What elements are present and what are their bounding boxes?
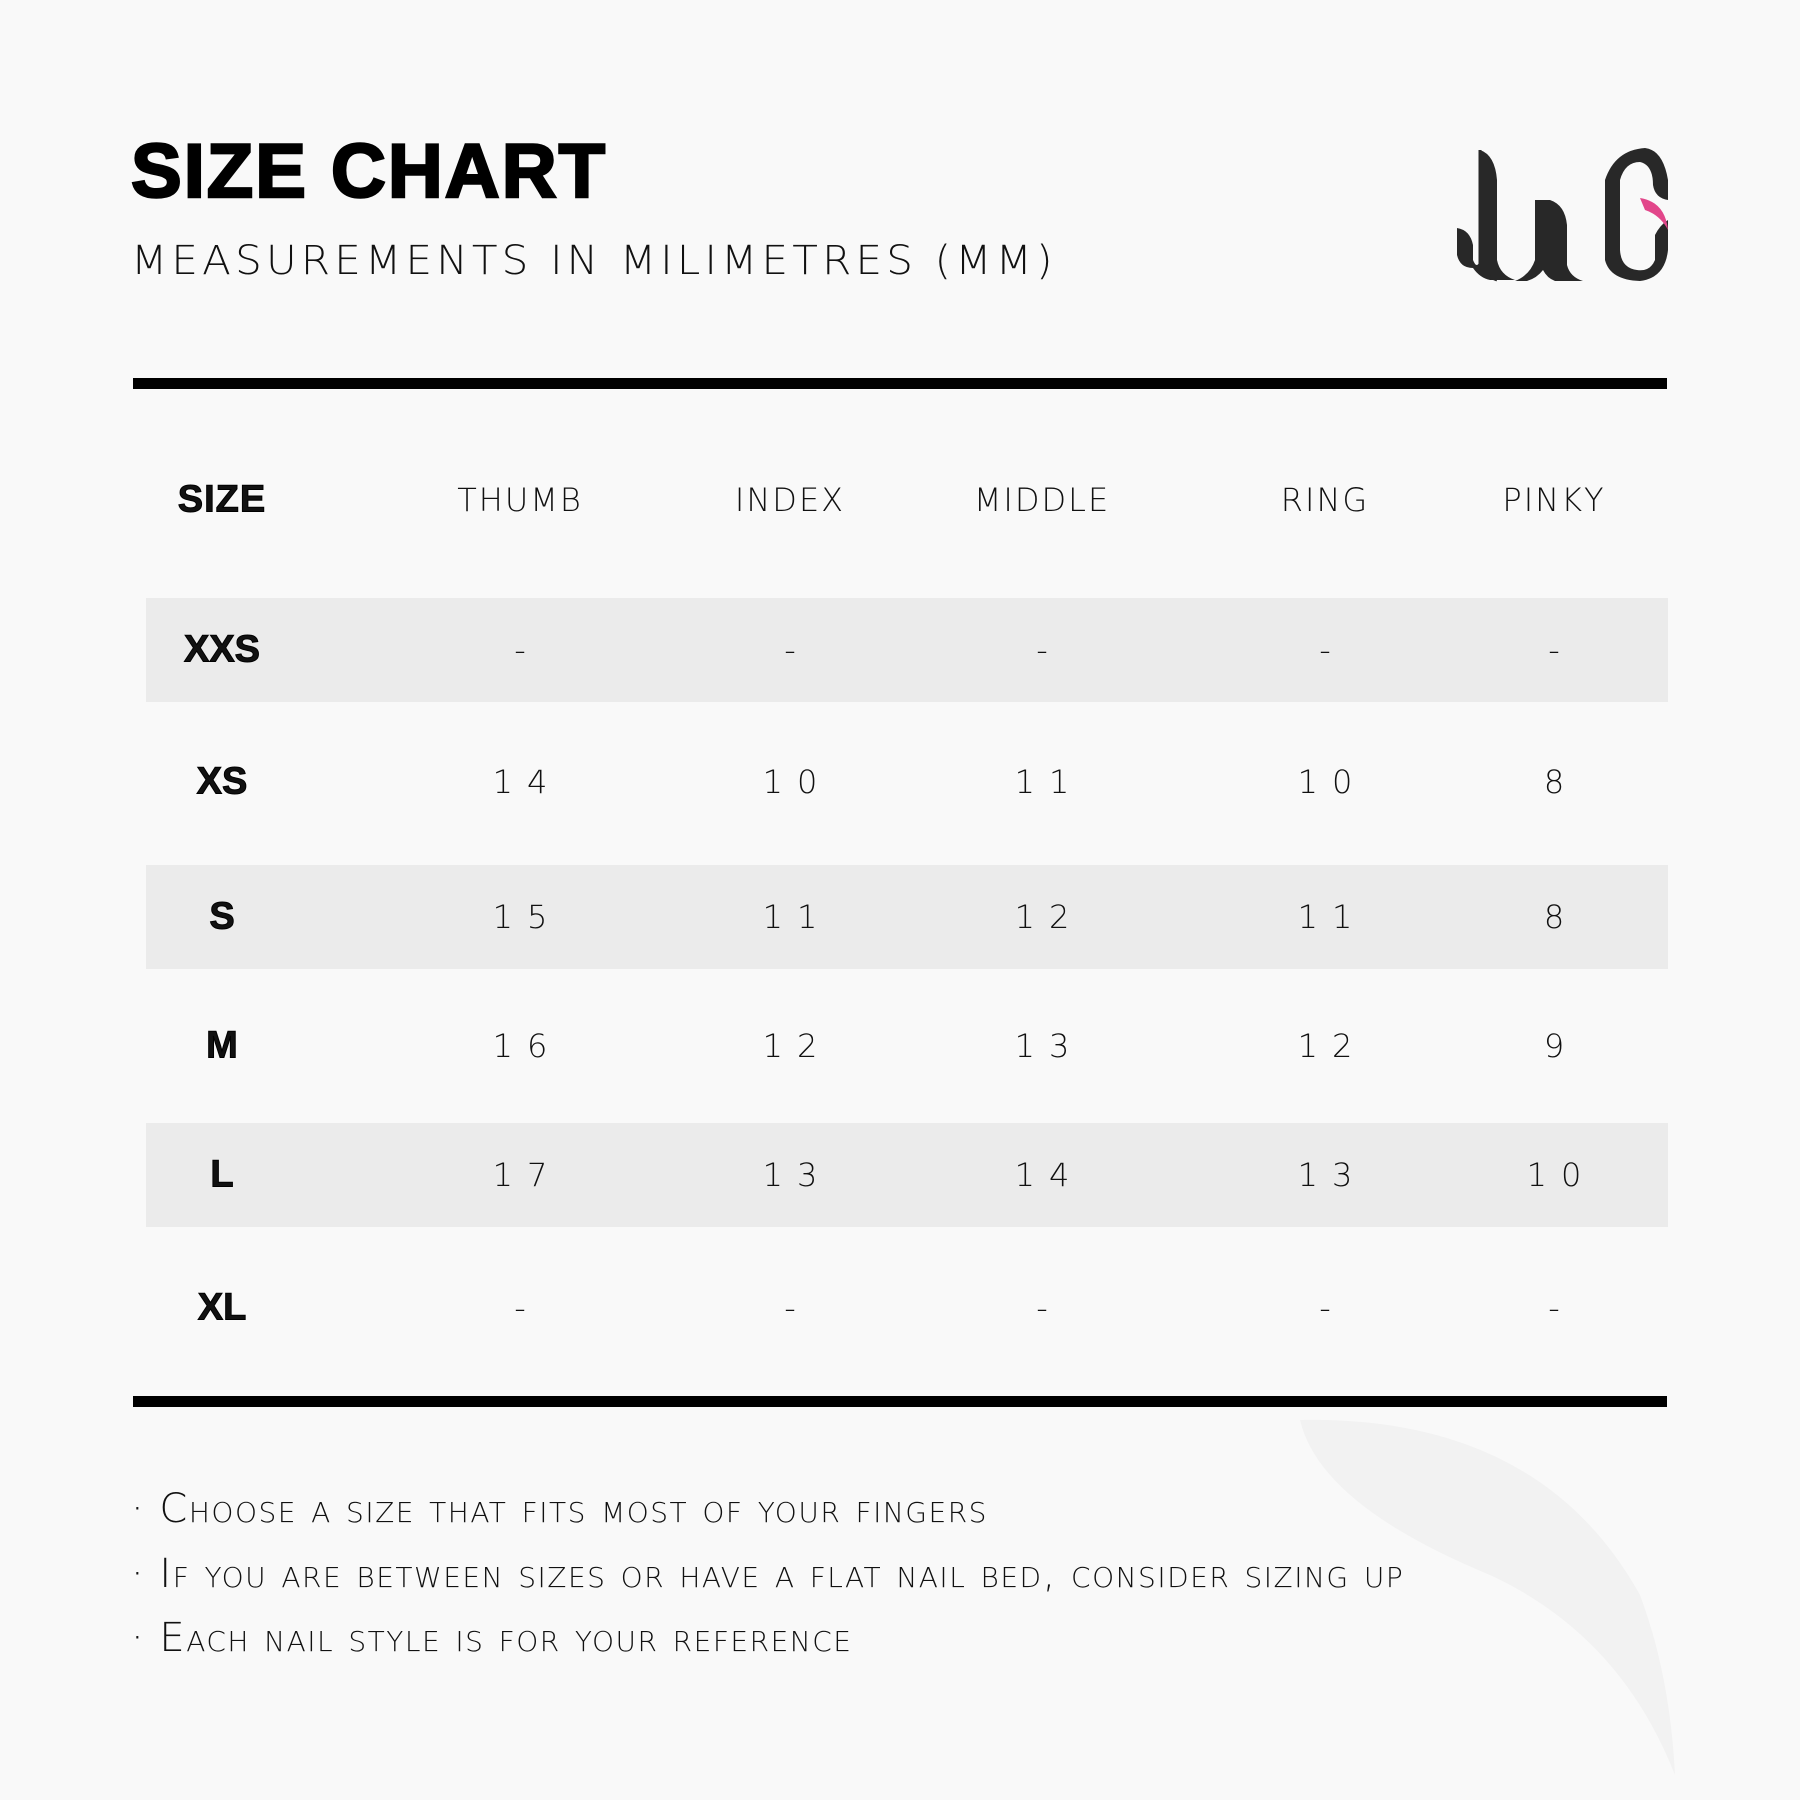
row-band-l <box>146 1123 1668 1227</box>
bottom-rule <box>133 1396 1667 1407</box>
column-header-pinky: PINKY <box>1502 481 1606 519</box>
size-label: XS <box>196 760 248 803</box>
note-3: · Each nail style is for your reference <box>131 1615 853 1661</box>
note-1: · Choose a size that fits most of your f… <box>131 1486 988 1532</box>
cell-index: 11 <box>762 898 832 936</box>
cell-middle: 14 <box>1014 1156 1084 1194</box>
top-rule <box>133 378 1667 389</box>
column-header-middle: MIDDLE <box>973 481 1111 519</box>
cell-pinky: 8 <box>1543 763 1579 801</box>
cell-middle: - <box>1036 631 1062 669</box>
cell-middle: 12 <box>1014 898 1084 936</box>
column-header-size: SIZE <box>177 478 267 521</box>
size-label: XXS <box>183 628 261 671</box>
cell-thumb: - <box>514 631 540 669</box>
row-band-s <box>146 865 1668 969</box>
cell-ring: 12 <box>1297 1027 1367 1065</box>
cell-index: 12 <box>762 1027 832 1065</box>
column-header-index: INDEX <box>734 481 846 519</box>
cell-thumb: 14 <box>492 763 562 801</box>
cell-thumb: 16 <box>492 1027 562 1065</box>
cell-thumb: 15 <box>492 898 562 936</box>
cell-pinky: 10 <box>1526 1156 1596 1194</box>
cell-ring: 11 <box>1297 898 1367 936</box>
size-label: S <box>209 895 235 938</box>
cell-thumb: 17 <box>492 1156 562 1194</box>
note-2: · If you are between sizes or have a fla… <box>131 1551 1405 1597</box>
cell-ring: 10 <box>1297 763 1367 801</box>
cell-middle: 13 <box>1014 1027 1084 1065</box>
leaf-watermark <box>1300 1419 1675 1775</box>
size-label: XL <box>197 1286 247 1329</box>
cell-index: 10 <box>762 763 832 801</box>
column-header-ring: RING <box>1280 481 1370 519</box>
cell-pinky: - <box>1548 1289 1574 1327</box>
column-header-thumb: THUMB <box>457 481 583 519</box>
cell-pinky: 9 <box>1543 1027 1579 1065</box>
page-title: SIZE CHART <box>130 128 607 216</box>
cell-pinky: - <box>1548 631 1574 669</box>
row-band-xxs <box>146 598 1668 702</box>
cell-ring: 13 <box>1297 1156 1367 1194</box>
cell-ring: - <box>1319 631 1345 669</box>
cell-index: 13 <box>762 1156 832 1194</box>
cell-middle: 11 <box>1014 763 1084 801</box>
cell-ring: - <box>1319 1289 1345 1327</box>
size-label: L <box>210 1153 234 1196</box>
cell-middle: - <box>1036 1289 1062 1327</box>
cell-pinky: 8 <box>1543 898 1579 936</box>
page-subtitle: MEASUREMENTS IN MILIMETRES (MM) <box>131 238 1057 284</box>
cell-index: - <box>784 1289 810 1327</box>
size-label: M <box>206 1024 239 1067</box>
cell-index: - <box>784 631 810 669</box>
cell-thumb: - <box>514 1289 540 1327</box>
brand-logo <box>1457 148 1668 282</box>
